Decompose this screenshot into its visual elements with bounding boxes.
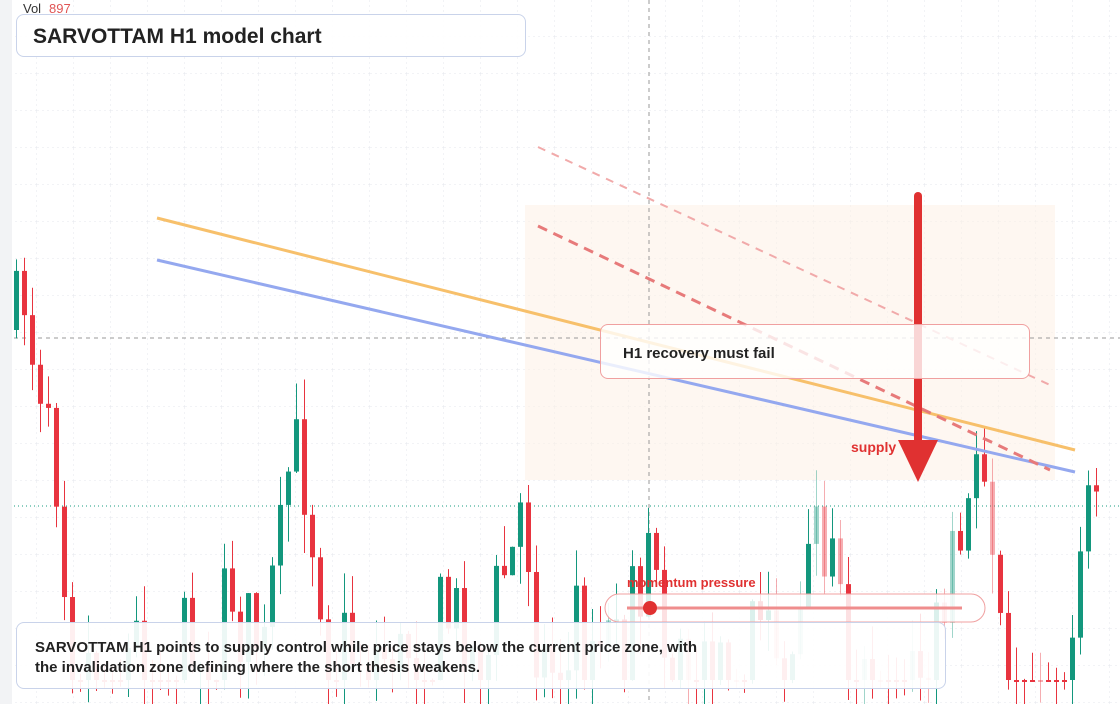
- candle: [446, 576, 451, 629]
- vol-label: Vol: [23, 1, 41, 16]
- candle: [958, 530, 963, 551]
- callout: H1 recovery must fail: [623, 345, 775, 362]
- candle: [830, 538, 835, 577]
- candle: [30, 315, 35, 365]
- candle: [1022, 680, 1027, 682]
- candle: [982, 454, 987, 482]
- title-box: SARVOTTAM H1 model chart: [16, 14, 526, 57]
- candle: [310, 514, 315, 558]
- candle: [1006, 612, 1011, 680]
- candle: [494, 565, 499, 655]
- candle: [654, 532, 659, 570]
- candle: [454, 588, 459, 629]
- candle: [318, 557, 323, 620]
- candle: [1062, 680, 1067, 682]
- footer-text: SARVOTTAM H1 points to supply control wh…: [35, 639, 698, 676]
- candle: [302, 419, 307, 515]
- vol-value: 897: [49, 1, 71, 16]
- candle: [22, 270, 27, 316]
- candle: [278, 504, 283, 566]
- trend-red: [537, 224, 1051, 472]
- candle: [1014, 680, 1019, 682]
- candle: [966, 498, 971, 551]
- candle: [638, 566, 643, 617]
- momentum-label: momentum pressure: [627, 575, 756, 590]
- candle: [990, 481, 995, 555]
- candle: [54, 407, 59, 507]
- candle: [230, 568, 235, 612]
- callout-box: H1 recovery must fail: [600, 324, 1030, 379]
- candle: [998, 554, 1003, 613]
- candle: [38, 364, 43, 404]
- candle: [294, 419, 299, 472]
- candle: [1094, 485, 1099, 492]
- candle: [950, 530, 955, 623]
- candle: [1046, 680, 1051, 682]
- candle: [1038, 680, 1043, 682]
- candle: [502, 565, 507, 576]
- left-rail: [0, 0, 12, 704]
- candle: [974, 454, 979, 499]
- candle: [1030, 680, 1035, 682]
- candle: [270, 565, 275, 627]
- candle: [1054, 680, 1059, 682]
- candle: [14, 270, 19, 330]
- arrow-head: [898, 440, 938, 482]
- candle: [526, 502, 531, 572]
- candle: [806, 543, 811, 608]
- candle: [1078, 551, 1083, 638]
- candle: [1070, 637, 1075, 680]
- zone-label: supply: [851, 439, 896, 455]
- candle: [814, 506, 819, 544]
- candle: [646, 532, 651, 617]
- momentum-dot: [643, 601, 657, 615]
- candle: [518, 502, 523, 547]
- footer-box: SARVOTTAM H1 points to supply control wh…: [16, 622, 946, 689]
- candle: [286, 471, 291, 505]
- title: SARVOTTAM H1 model chart: [33, 25, 322, 48]
- candle: [510, 546, 515, 576]
- candle: [838, 538, 843, 585]
- candle: [1086, 485, 1091, 552]
- candle: [46, 403, 51, 408]
- candle: [822, 506, 827, 577]
- candle: [62, 506, 67, 598]
- candle: [254, 593, 259, 649]
